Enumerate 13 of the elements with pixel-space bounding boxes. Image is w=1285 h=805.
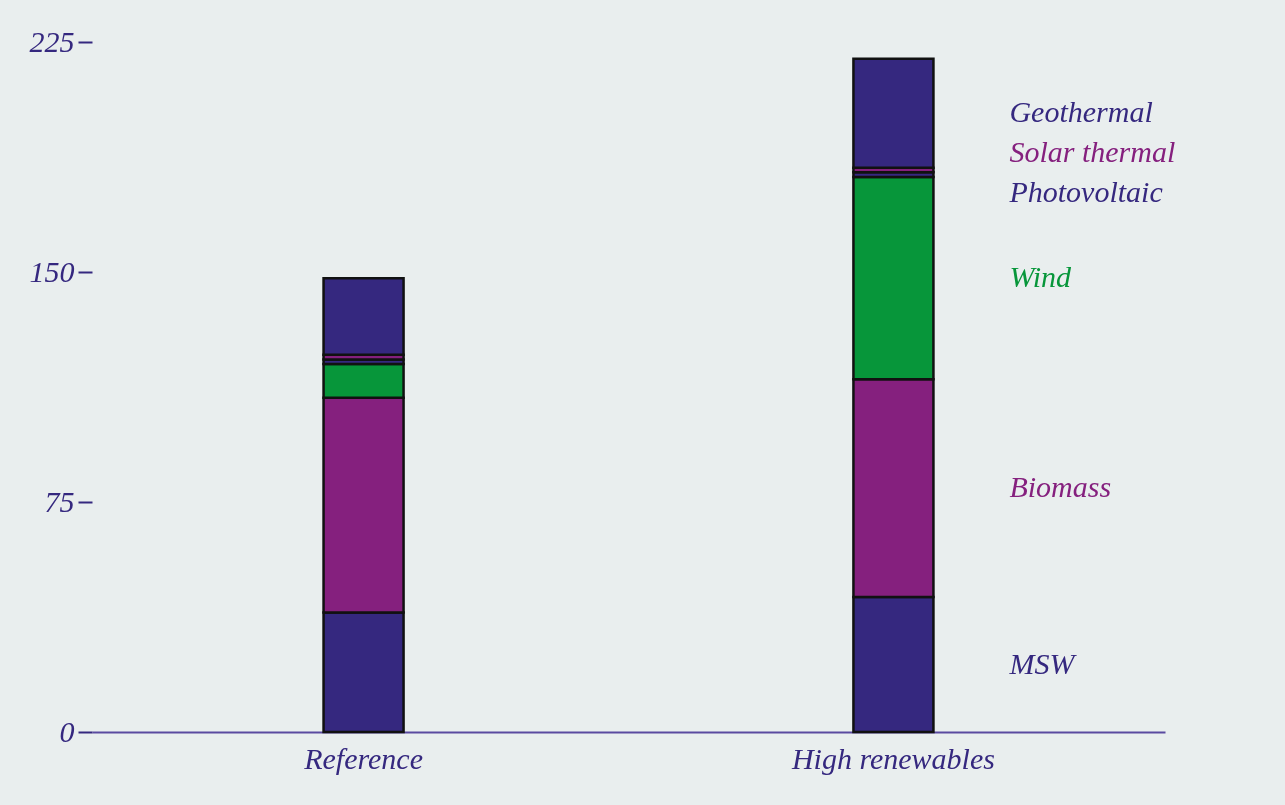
- text: MSW: [1008, 646, 1078, 680]
- text: Solar thermal: [1009, 135, 1176, 169]
- text: Biomass: [1009, 470, 1112, 504]
- y-tick-label: 0: [59, 714, 75, 748]
- x-tick-label: High renewables: [790, 741, 995, 775]
- y-tick-label: 150: [29, 254, 75, 288]
- y-tick-label: 225: [29, 24, 75, 58]
- y-tick-label: 75: [44, 484, 75, 518]
- bar: [322, 276, 405, 357]
- text: Photovoltaic: [1008, 174, 1163, 208]
- text: Wind: [1009, 260, 1073, 294]
- text: Geothermal: [1009, 95, 1153, 129]
- x-tick-label: Reference: [303, 741, 423, 775]
